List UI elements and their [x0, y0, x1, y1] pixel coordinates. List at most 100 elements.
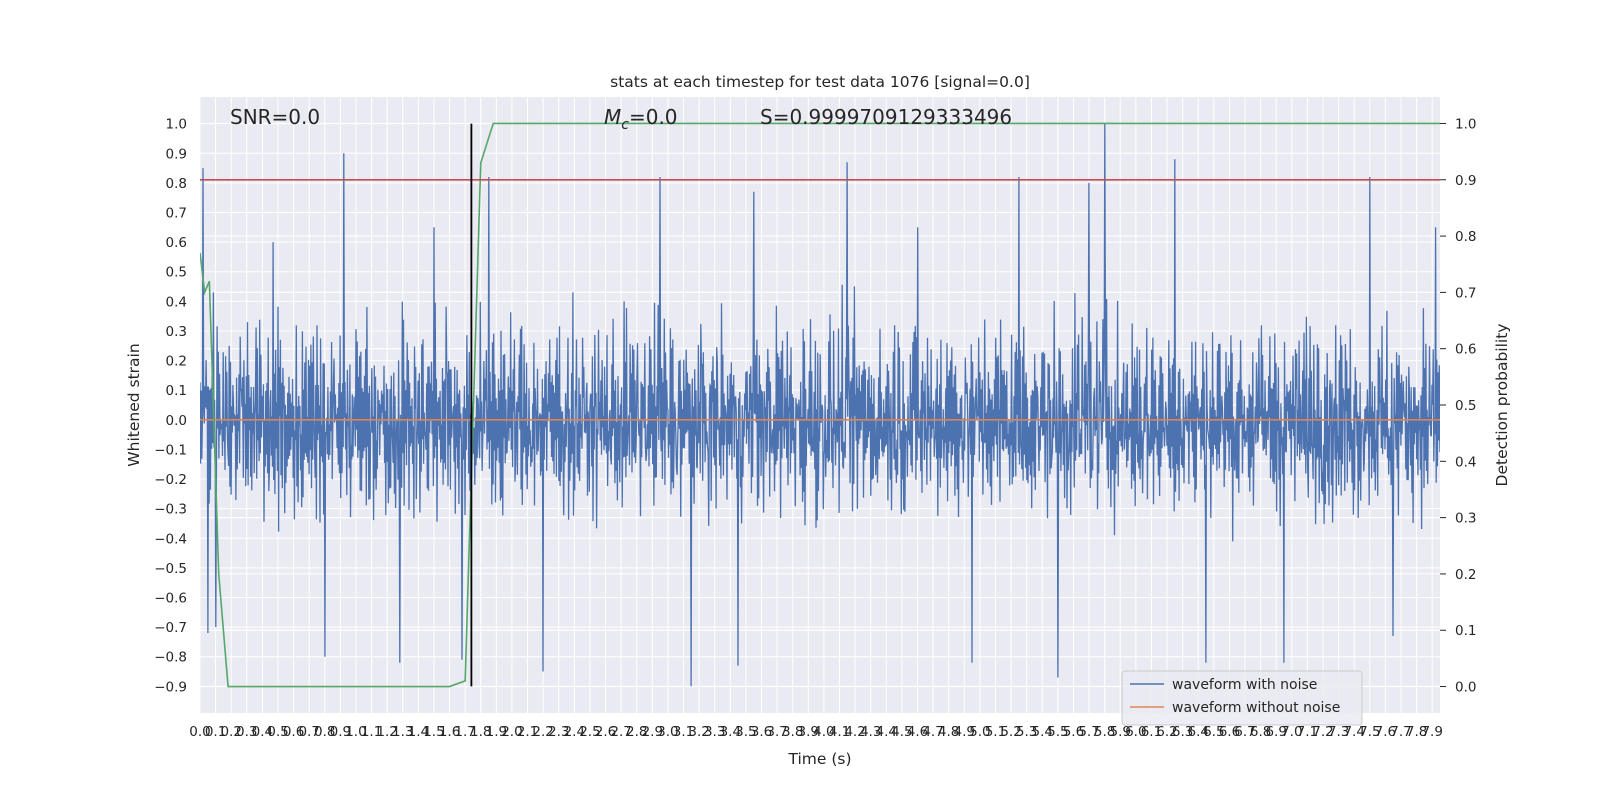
x-tick-label: 1.0	[345, 724, 366, 740]
x-tick-label: 7.7	[1390, 724, 1411, 740]
x-tick-label: 7.4	[1343, 724, 1364, 740]
y2-tick-label: 0.1	[1455, 623, 1476, 639]
x-tick-label: 3.1	[673, 724, 694, 740]
x-tick-label: 4.1	[829, 724, 850, 740]
x-tick-label: 2.1	[517, 724, 538, 740]
x-tick-label: 2.8	[626, 724, 647, 740]
x-tick-label: 7.5	[1359, 724, 1380, 740]
x-tick-label: 5.4	[1032, 724, 1053, 740]
y2-tick-label: 0.8	[1455, 229, 1476, 245]
y2-tick-label: 0.4	[1455, 454, 1476, 470]
y2-tick-label: 0.9	[1455, 173, 1476, 189]
y2-tick-label: 0.2	[1455, 567, 1476, 583]
snr-annotation: SNR=0.0	[230, 105, 320, 129]
x-tick-label: 3.8	[782, 724, 803, 740]
x-tick-label: 0.8	[314, 724, 335, 740]
series-waveform-with-noise	[200, 123, 1440, 687]
y-tick-label: 0.6	[166, 235, 187, 251]
x-tick-label: 4.3	[860, 724, 881, 740]
y-tick-label: 0.3	[166, 324, 187, 340]
x-tick-label: 1.8	[470, 724, 491, 740]
x-tick-label: 5.8	[1094, 724, 1115, 740]
x-tick-label: 0.2	[220, 724, 241, 740]
x-tick-label: 6.4	[1187, 724, 1208, 740]
x-tick-label: 2.7	[610, 724, 631, 740]
x-tick-label: 5.1	[985, 724, 1006, 740]
y-tick-label: 0.4	[166, 294, 187, 310]
x-tick-label: 6.5	[1203, 724, 1224, 740]
mc-subscript: c	[621, 117, 629, 133]
x-tick-label: 7.8	[1406, 724, 1427, 740]
x-tick-label: 4.8	[938, 724, 959, 740]
legend-label-waveform-with-noise: waveform with noise	[1172, 677, 1317, 693]
x-tick-label: 7.1	[1297, 724, 1318, 740]
x-tick-label: 1.4	[408, 724, 429, 740]
chart-title: stats at each timestep for test data 107…	[610, 73, 1030, 91]
x-tick-label: 6.8	[1250, 724, 1271, 740]
x-tick-label: 0.6	[283, 724, 304, 740]
x-tick-label: 3.9	[798, 724, 819, 740]
x-tick-label: 3.2	[688, 724, 709, 740]
y-tick-label: 0.2	[166, 354, 187, 370]
y-axis-label: Whitened strain	[125, 343, 143, 466]
y-tick-label: −0.8	[154, 650, 187, 666]
y2-axis-label: Detection probability	[1493, 324, 1511, 487]
x-tick-label: 5.7	[1078, 724, 1099, 740]
y2-tick-label: 1.0	[1455, 116, 1476, 132]
x-tick-label: 1.6	[439, 724, 460, 740]
series-layer	[200, 122, 1440, 688]
x-tick-label: 2.6	[595, 724, 616, 740]
x-tick-label: 4.0	[813, 724, 834, 740]
x-tick-label: 3.6	[751, 724, 772, 740]
y2-axis-ticks: 0.0 0.1 0.2 0.3 0.4 0.5 0.6 0.7 0.8 0.9 1.0	[1440, 116, 1476, 696]
legend-label-waveform-without-noise: waveform without noise	[1172, 700, 1340, 716]
x-tick-label: 0.9	[330, 724, 351, 740]
x-tick-label: 4.2	[844, 724, 865, 740]
legend: waveform with noise waveform without noi…	[1121, 670, 1363, 726]
x-tick-label: 2.5	[579, 724, 600, 740]
y-tick-label: −0.2	[154, 472, 187, 488]
y-tick-label: 0.0	[166, 413, 187, 429]
s-annotation: S=0.9999709129333496	[760, 105, 1012, 129]
x-tick-label: 5.6	[1063, 724, 1084, 740]
x-tick-label: 3.7	[766, 724, 787, 740]
x-tick-label: 1.1	[361, 724, 382, 740]
y-tick-label: −0.9	[154, 679, 187, 695]
x-tick-label: 4.6	[907, 724, 928, 740]
x-tick-label: 1.2	[376, 724, 397, 740]
x-tick-label: 2.9	[642, 724, 663, 740]
y-tick-label: 0.5	[166, 265, 187, 281]
x-tick-label: 6.3	[1172, 724, 1193, 740]
x-tick-label: 5.3	[1016, 724, 1037, 740]
legend-box	[1121, 670, 1363, 726]
x-tick-label: 2.4	[564, 724, 585, 740]
x-tick-label: 5.5	[1047, 724, 1068, 740]
x-tick-label: 5.0	[969, 724, 990, 740]
x-tick-label: 6.1	[1141, 724, 1162, 740]
y2-tick-label: 0.3	[1455, 511, 1476, 527]
x-tick-label: 4.9	[954, 724, 975, 740]
x-tick-label: 0.4	[252, 724, 273, 740]
y-tick-label: −0.7	[154, 620, 187, 636]
y-tick-label: −0.3	[154, 502, 187, 518]
y-tick-label: −0.1	[154, 442, 187, 458]
y-tick-label: 0.9	[166, 146, 187, 162]
x-tick-label: 1.7	[454, 724, 475, 740]
x-tick-label: 1.9	[486, 724, 507, 740]
x-tick-label: 2.2	[532, 724, 553, 740]
x-tick-label: 2.3	[548, 724, 569, 740]
x-tick-label: 7.2	[1312, 724, 1333, 740]
y2-tick-label: 0.0	[1455, 680, 1476, 696]
x-tick-label: 2.0	[501, 724, 522, 740]
x-tick-label: 1.5	[423, 724, 444, 740]
y2-tick-label: 0.7	[1455, 285, 1476, 301]
x-tick-label: 6.2	[1156, 724, 1177, 740]
mc-symbol: M	[604, 105, 621, 129]
y-tick-label: 0.1	[166, 383, 187, 399]
mc-value: =0.0	[629, 105, 678, 129]
y-axis-ticks: −0.9 −0.8 −0.7 −0.6 −0.5 −0.4 −0.3 −0.2 −0.1 0.0 0…	[154, 117, 187, 696]
x-tick-label: 4.4	[876, 724, 897, 740]
y-tick-label: −0.4	[154, 531, 187, 547]
x-tick-label: 3.4	[720, 724, 741, 740]
y2-tick-label: 0.6	[1455, 342, 1476, 358]
